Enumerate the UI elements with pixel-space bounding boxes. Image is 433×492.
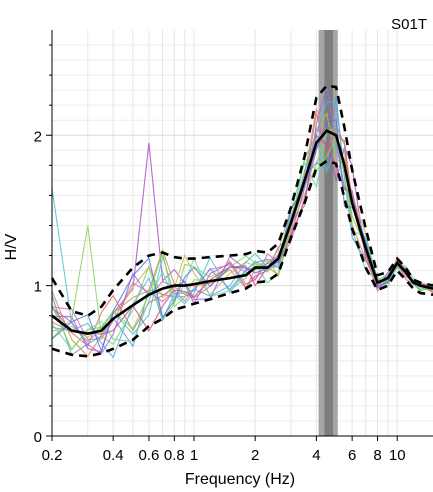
x-tick-label: 0.2: [42, 447, 63, 464]
mean-curve: [51, 129, 433, 336]
x-tick-label: 8: [373, 447, 381, 464]
axes: [46, 30, 433, 441]
window-curve: [51, 136, 433, 351]
window-curve: [51, 86, 433, 355]
x-tick-label: 2: [251, 447, 259, 464]
y-tick-label: 2: [34, 128, 42, 145]
window-curve: [51, 128, 433, 341]
x-tick-label: 0.6: [139, 447, 160, 464]
y-tick-label: 1: [34, 279, 42, 296]
x-tick-label: 6: [348, 447, 356, 464]
x-tick-label: 1: [190, 447, 198, 464]
grid: [51, 30, 433, 436]
window-curve: [51, 119, 433, 353]
window-curve: [51, 133, 433, 343]
x-tick-label: 0.4: [103, 447, 124, 464]
window-curve: [51, 130, 433, 345]
y-tick-label: 0: [34, 429, 42, 446]
station-label: S01T: [391, 16, 427, 33]
tick-labels: 0.2 0.4 0.6 0.8 1 2 4 6 8 10 0 1 2: [34, 128, 406, 464]
std-lower-curve: [51, 159, 433, 358]
x-tick-label: 10: [389, 447, 406, 464]
mean-curve-group: [51, 129, 433, 336]
peak-band-inner: [324, 30, 334, 436]
x-tick-label: 4: [312, 447, 320, 464]
window-curve: [51, 112, 433, 347]
window-curves: [51, 86, 433, 359]
std-upper-curve: [50, 84, 433, 318]
x-axis-label: Frequency (Hz): [185, 471, 295, 488]
window-curve: [51, 100, 433, 359]
x-tick-label: 0.8: [164, 447, 185, 464]
y-axis-label: H/V: [3, 233, 20, 260]
std-curves: [50, 84, 433, 358]
window-curve: [51, 107, 433, 358]
